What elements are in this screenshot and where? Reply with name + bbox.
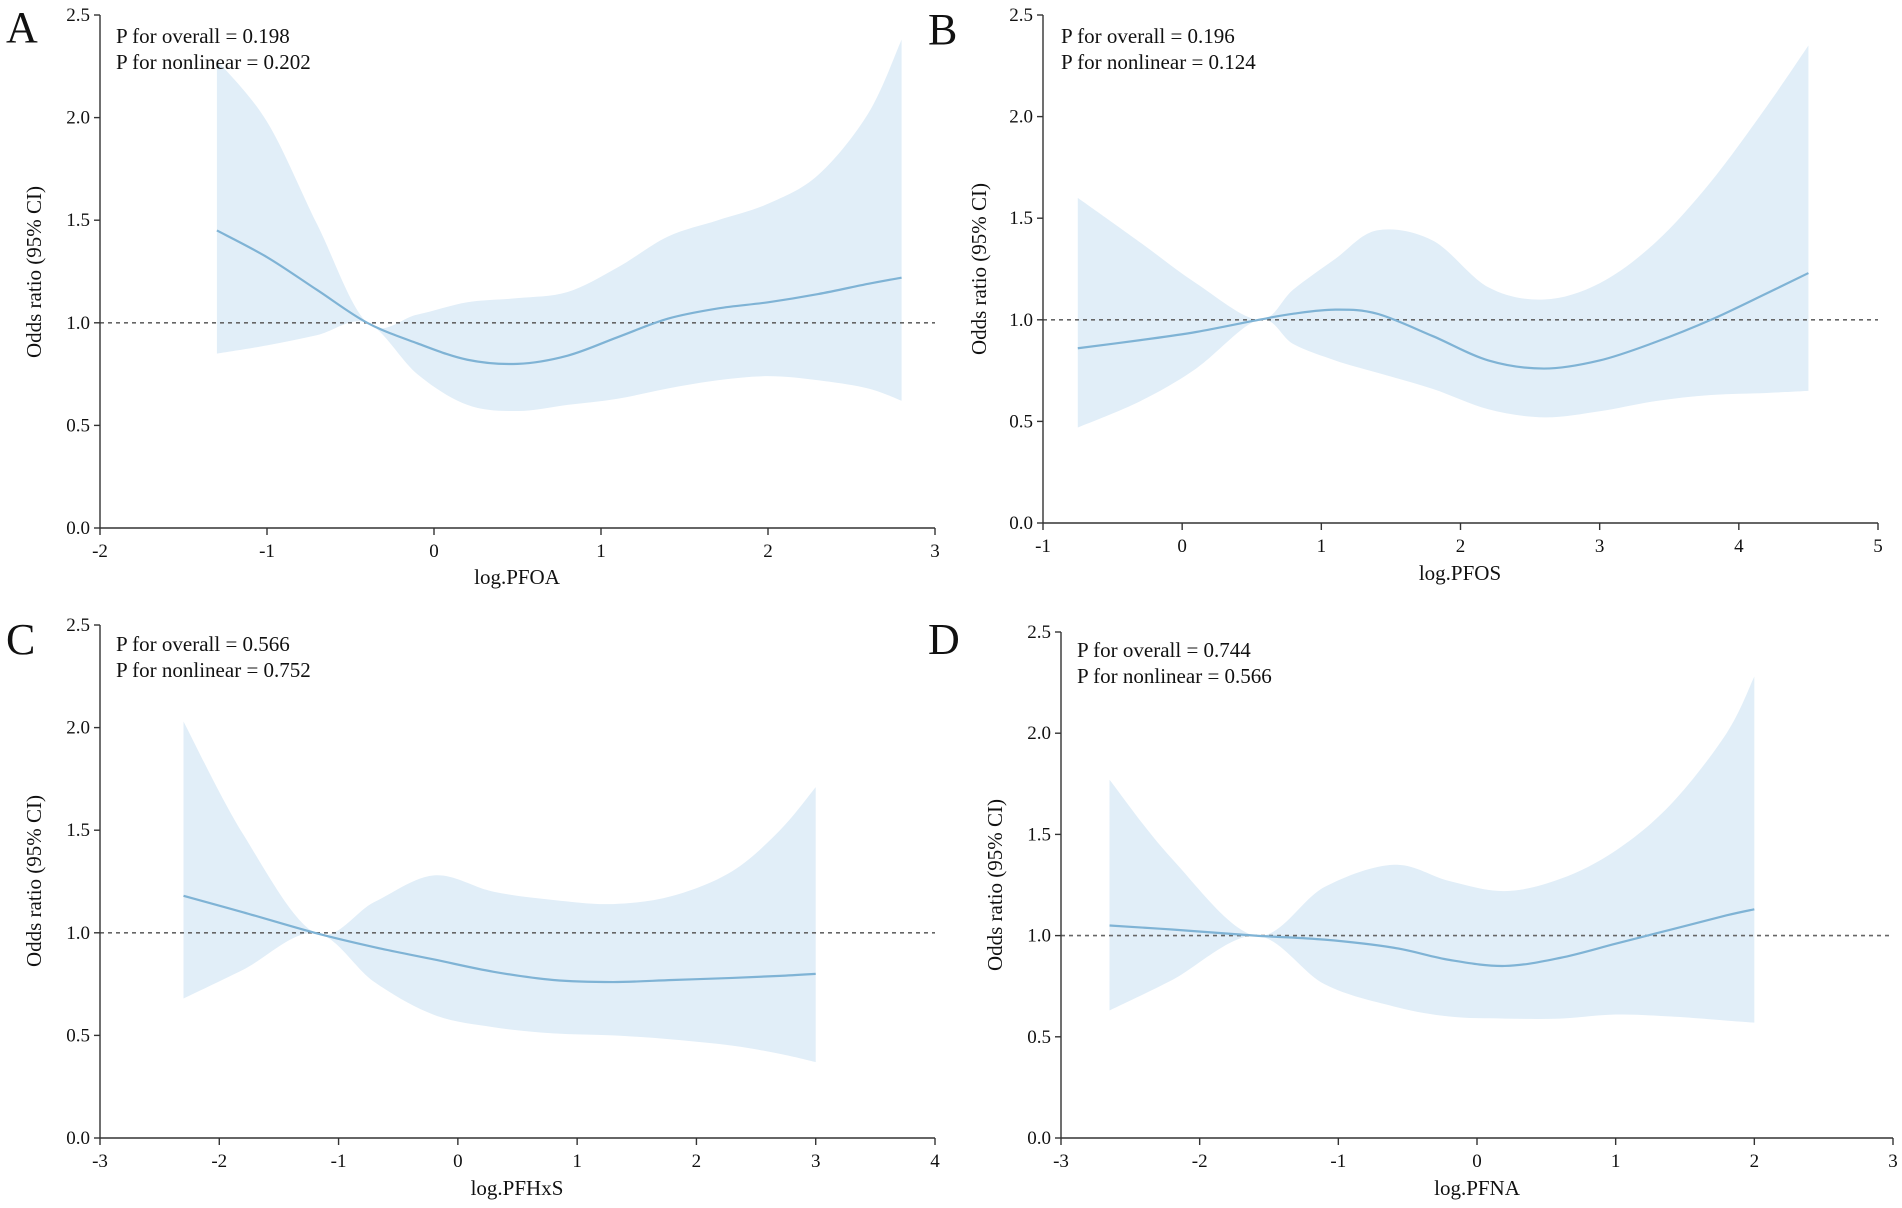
panel-b: 0.0 0.5 1.0 1.5 2.0 2.5 -1 0 1 2 3 4 5 log.PFOS Odds r… <box>928 5 1883 585</box>
x-tick-label: 4 <box>930 1151 940 1172</box>
panel-letter: D <box>928 615 960 664</box>
x-axis-title: log.PFOA <box>474 565 561 589</box>
y-tick-label: 0.0 <box>66 518 90 539</box>
y-tick-label: 1.0 <box>1027 926 1051 947</box>
y-axis-title: Odds ratio (95% CI) <box>22 795 46 967</box>
y-tick-label: 0.5 <box>1027 1027 1051 1048</box>
y-tick-label: 1.0 <box>66 923 90 944</box>
y-tick-label: 0.0 <box>1009 513 1033 534</box>
p-value-annotation: P for nonlinear = 0.752 <box>116 658 311 682</box>
panel-d: 0.0 0.5 1.0 1.5 2.0 2.5 -3 -2 -1 0 1 2 3 log.PFNA Odds… <box>928 615 1898 1200</box>
x-tick-label: -1 <box>331 1151 347 1172</box>
odds-ratio-line <box>216 229 902 366</box>
odds-ratio-line <box>1077 272 1809 370</box>
x-tick-label: -1 <box>259 541 275 562</box>
y-tick-label: 2.0 <box>66 108 90 129</box>
x-tick-label: 1 <box>1317 536 1327 557</box>
y-tick-label: 1.5 <box>66 820 90 841</box>
x-axis-title: log.PFOS <box>1419 561 1501 585</box>
p-value-annotation: P for nonlinear = 0.202 <box>116 50 311 74</box>
x-tick-label: -3 <box>92 1151 108 1172</box>
y-tick-label: 1.0 <box>1009 310 1033 331</box>
x-tick-label: 1 <box>596 541 606 562</box>
x-tick-label: 3 <box>1888 1151 1898 1172</box>
confidence-band <box>1109 676 1755 1023</box>
x-tick-label: 3 <box>930 541 940 562</box>
odds-ratio-line <box>1109 908 1755 968</box>
odds-ratio-line <box>183 894 816 984</box>
y-tick-label: 0.0 <box>1027 1128 1051 1149</box>
x-axis-title: log.PFNA <box>1434 1176 1521 1200</box>
panel-letter: C <box>6 615 35 664</box>
x-tick-label: 1 <box>572 1151 582 1172</box>
y-axis-title: Odds ratio (95% CI) <box>22 186 46 358</box>
x-axis-title: log.PFHxS <box>471 1176 564 1200</box>
x-tick-label: -2 <box>1192 1151 1208 1172</box>
y-tick-label: 2.5 <box>66 615 90 636</box>
x-tick-label: -3 <box>1053 1151 1069 1172</box>
x-tick-label: 3 <box>1595 536 1605 557</box>
confidence-band <box>183 721 816 1063</box>
p-value-annotation: P for overall = 0.196 <box>1061 24 1235 48</box>
y-tick-label: 2.0 <box>1009 107 1033 128</box>
p-value-annotation: P for overall = 0.198 <box>116 24 290 48</box>
x-tick-label: 0 <box>1472 1151 1482 1172</box>
p-value-annotation: P for overall = 0.744 <box>1077 638 1251 662</box>
y-tick-label: 1.5 <box>1027 824 1051 845</box>
x-tick-label: 0 <box>1177 536 1187 557</box>
confidence-band <box>216 39 902 412</box>
y-tick-label: 2.5 <box>1009 5 1033 26</box>
confidence-band <box>1077 45 1809 428</box>
y-tick-label: 2.0 <box>66 718 90 739</box>
y-tick-label: 0.5 <box>66 1025 90 1046</box>
x-tick-label: 2 <box>763 541 773 562</box>
x-tick-label: 0 <box>453 1151 463 1172</box>
y-tick-label: 2.0 <box>1027 723 1051 744</box>
y-tick-label: 0.0 <box>66 1128 90 1149</box>
y-tick-label: 0.5 <box>66 415 90 436</box>
y-tick-label: 1.5 <box>66 210 90 231</box>
p-value-annotation: P for nonlinear = 0.566 <box>1077 664 1272 688</box>
x-tick-label: 2 <box>1750 1151 1760 1172</box>
x-tick-label: 4 <box>1734 536 1744 557</box>
panel-c: 0.0 0.5 1.0 1.5 2.0 2.5 -3 -2 -1 0 1 2 3 4 log.PFHxS Od… <box>6 615 940 1200</box>
panel-letter: A <box>6 3 38 52</box>
p-value-annotation: P for overall = 0.566 <box>116 632 290 656</box>
panel-a: 0.0 0.5 1.0 1.5 2.0 2.5 -2 -1 0 1 2 3 log.PFOA Odds r… <box>6 3 940 589</box>
x-tick-label: 2 <box>692 1151 702 1172</box>
y-tick-label: 2.5 <box>1027 622 1051 643</box>
y-tick-label: 1.5 <box>1009 208 1033 229</box>
x-tick-label: -1 <box>1330 1151 1346 1172</box>
x-tick-label: -2 <box>211 1151 227 1172</box>
y-tick-label: 0.5 <box>1009 411 1033 432</box>
x-tick-label: 0 <box>429 541 439 562</box>
y-axis-title: Odds ratio (95% CI) <box>983 799 1007 971</box>
panel-letter: B <box>928 5 957 54</box>
x-tick-label: -2 <box>92 541 108 562</box>
y-tick-label: 2.5 <box>66 5 90 26</box>
x-tick-label: -1 <box>1035 536 1051 557</box>
x-tick-label: 1 <box>1611 1151 1621 1172</box>
p-value-annotation: P for nonlinear = 0.124 <box>1061 50 1256 74</box>
x-tick-label: 5 <box>1873 536 1883 557</box>
x-tick-label: 3 <box>811 1151 821 1172</box>
x-tick-label: 2 <box>1456 536 1466 557</box>
y-tick-label: 1.0 <box>66 313 90 334</box>
y-axis-title: Odds ratio (95% CI) <box>967 183 991 355</box>
